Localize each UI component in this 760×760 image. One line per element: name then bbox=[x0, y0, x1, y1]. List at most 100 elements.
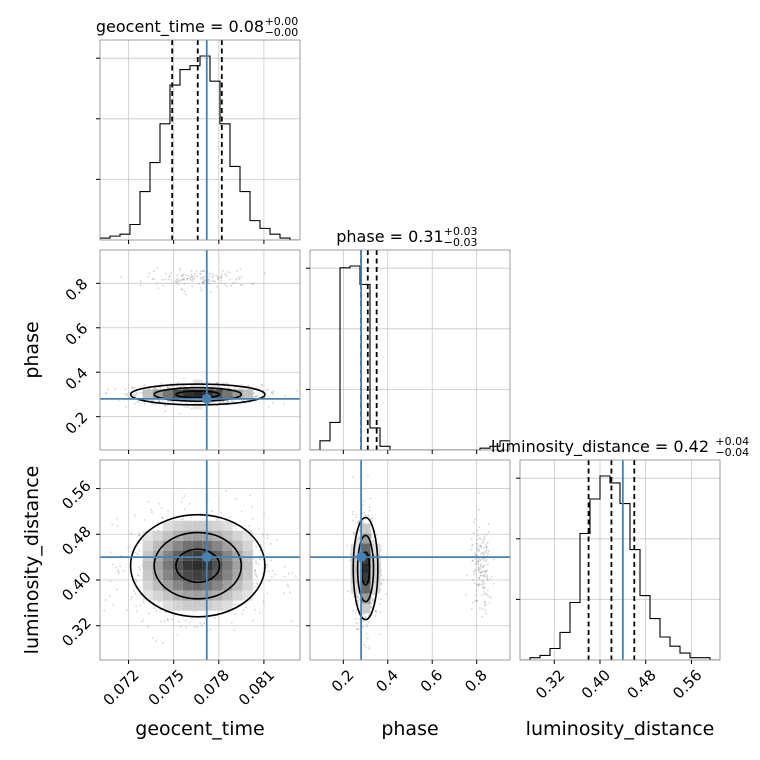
sample-point bbox=[482, 575, 485, 577]
sample-point bbox=[485, 543, 487, 546]
sample-point bbox=[264, 396, 267, 399]
sample-point bbox=[185, 626, 187, 629]
sample-point bbox=[479, 563, 482, 566]
sample-point bbox=[170, 400, 173, 403]
sample-point bbox=[289, 591, 292, 594]
sample-point bbox=[263, 272, 266, 274]
sample-point bbox=[355, 595, 358, 598]
sample-point bbox=[372, 593, 375, 596]
sample-point bbox=[470, 608, 473, 611]
density-cell bbox=[162, 580, 173, 591]
sample-point bbox=[477, 578, 480, 581]
sample-point bbox=[124, 388, 127, 391]
sample-point bbox=[479, 544, 482, 547]
sample-point bbox=[484, 570, 487, 572]
sample-point bbox=[487, 550, 490, 552]
sample-point bbox=[476, 539, 479, 541]
sample-point bbox=[272, 390, 275, 393]
sample-point bbox=[228, 278, 231, 281]
sample-point bbox=[164, 404, 166, 407]
sample-point bbox=[380, 574, 383, 577]
y-axis-label-phase: phase bbox=[21, 321, 43, 378]
sample-point bbox=[154, 640, 157, 643]
sample-point bbox=[378, 633, 381, 636]
sample-point bbox=[370, 601, 373, 604]
sample-point bbox=[362, 620, 365, 623]
sample-point bbox=[137, 574, 140, 577]
sample-point bbox=[362, 613, 365, 616]
sample-point bbox=[486, 569, 489, 572]
sample-point bbox=[239, 387, 241, 389]
density-cell bbox=[142, 570, 153, 581]
sample-point bbox=[241, 383, 243, 386]
sample-point bbox=[135, 580, 138, 583]
sample-point bbox=[470, 538, 473, 540]
sample-point bbox=[284, 394, 287, 397]
sample-point bbox=[356, 628, 359, 631]
sample-point bbox=[385, 593, 388, 596]
sample-point bbox=[484, 609, 487, 612]
sample-point bbox=[475, 542, 478, 545]
sample-point bbox=[180, 275, 183, 278]
sample-point bbox=[481, 542, 484, 544]
sample-point bbox=[116, 525, 119, 527]
sample-point bbox=[295, 575, 297, 578]
title-sup: +0.03 bbox=[444, 225, 478, 238]
hist-frame-phase bbox=[309, 249, 511, 451]
sample-point bbox=[156, 521, 159, 524]
sample-point bbox=[185, 293, 187, 296]
sample-point bbox=[202, 270, 205, 273]
sample-point bbox=[361, 504, 364, 507]
density-cell bbox=[222, 540, 233, 551]
sample-point bbox=[207, 282, 210, 284]
x-tick-label: 0.078 bbox=[190, 666, 233, 709]
hist-step-luminosity_distance bbox=[520, 475, 720, 660]
sample-point bbox=[191, 280, 194, 283]
sample-point bbox=[189, 502, 191, 505]
contour-0 bbox=[175, 548, 221, 584]
sample-point bbox=[483, 535, 486, 538]
sample-point bbox=[271, 569, 274, 572]
sample-point bbox=[358, 536, 361, 539]
sample-point bbox=[202, 281, 205, 284]
sample-point bbox=[352, 609, 354, 612]
density-cell bbox=[192, 600, 203, 611]
sample-point bbox=[142, 601, 145, 604]
hist-panel-phase bbox=[310, 250, 510, 450]
sample-point bbox=[252, 389, 255, 392]
sample-point bbox=[155, 609, 158, 612]
y-axis-label-luminosity_distance: luminosity_distance bbox=[21, 466, 43, 655]
sample-point bbox=[159, 387, 162, 389]
sample-point bbox=[485, 558, 488, 561]
sample-point bbox=[214, 617, 216, 619]
scatter-panel-phase-luminosity_distance bbox=[310, 460, 510, 660]
sample-point bbox=[251, 282, 254, 285]
sample-point bbox=[191, 275, 193, 278]
title-sub: −0.04 bbox=[715, 446, 749, 459]
sample-point bbox=[473, 552, 476, 554]
sample-point bbox=[480, 564, 482, 567]
sample-point bbox=[241, 612, 244, 615]
density-cell bbox=[242, 530, 253, 541]
sample-point bbox=[235, 278, 238, 281]
sample-point bbox=[480, 546, 482, 549]
sample-point bbox=[356, 627, 359, 630]
sample-point bbox=[147, 275, 150, 278]
sample-point bbox=[352, 476, 355, 478]
sample-point bbox=[357, 537, 360, 540]
sample-point bbox=[115, 566, 117, 569]
sample-point bbox=[161, 642, 164, 645]
sample-point bbox=[152, 270, 155, 273]
density-cell bbox=[232, 580, 243, 591]
sample-point bbox=[138, 541, 141, 544]
y-tick-label: 0.6 bbox=[62, 319, 92, 349]
sample-point bbox=[178, 620, 180, 623]
sample-point bbox=[474, 558, 477, 561]
density-cell bbox=[192, 590, 203, 601]
sample-point bbox=[202, 270, 205, 272]
density-cell bbox=[182, 590, 193, 601]
sample-point bbox=[251, 283, 254, 285]
sample-point bbox=[369, 497, 372, 500]
sample-point bbox=[213, 280, 216, 283]
sample-point bbox=[134, 592, 137, 595]
